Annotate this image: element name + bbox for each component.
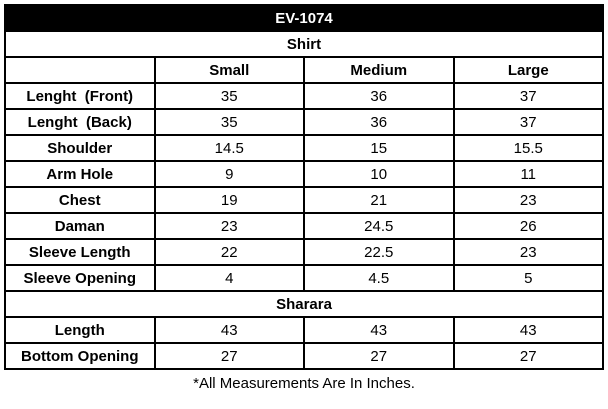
measurement-value: 35 [153,82,305,110]
section-header-row: Shirt [4,30,604,58]
measurement-value: 37 [452,82,604,110]
measurement-value: 36 [303,82,455,110]
measurement-row: Shoulder 14.5 15 15.5 [4,134,604,162]
measurement-label: Chest [4,186,156,214]
measurement-label: Shoulder [4,134,156,162]
measurement-value: 5 [452,264,604,292]
measurement-row: Bottom Opening 27 27 27 [4,342,604,370]
measurement-value: 27 [153,342,305,370]
section-header-row: Sharara [4,290,604,318]
measurement-value: 23 [452,238,604,266]
footnote: *All Measurements Are In Inches. [193,375,415,392]
title-row: EV-1074 [4,4,604,32]
measurement-value: 9 [153,160,305,188]
measurement-row: Daman 23 24.5 26 [4,212,604,240]
measurement-value: 37 [452,108,604,136]
measurement-value: 22 [153,238,305,266]
size-column-header: Medium [303,56,455,84]
measurement-value: 22.5 [303,238,455,266]
measurement-row: Lenght (Back) 35 36 37 [4,108,604,136]
measurement-value: 43 [153,316,305,344]
section-title: Shirt [4,30,604,58]
measurement-row: Length 43 43 43 [4,316,604,344]
measurement-value: 27 [303,342,455,370]
measurement-row: Sleeve Length 22 22.5 23 [4,238,604,266]
measurement-value: 35 [153,108,305,136]
measurement-label: Sleeve Opening [4,264,156,292]
measurement-row: Arm Hole 9 10 11 [4,160,604,188]
measurement-row: Lenght (Front) 35 36 37 [4,82,604,110]
measurement-row: Chest 19 21 23 [4,186,604,214]
product-code: EV-1074 [4,4,604,32]
measurement-label: Daman [4,212,156,240]
measurement-value: 15 [303,134,455,162]
measurement-value: 10 [303,160,455,188]
measurement-value: 27 [452,342,604,370]
measurement-value: 14.5 [153,134,305,162]
measurement-value: 43 [452,316,604,344]
size-column-header: Small [153,56,305,84]
size-chart-body: EV-1074 Shirt Small Medium Large Lenght (Fron… [4,4,604,370]
measurement-value: 15.5 [452,134,604,162]
measurement-label: Lenght (Front) [4,82,156,110]
measurement-label: Length [4,316,156,344]
section-title: Sharara [4,290,604,318]
size-chart-table: EV-1074 Shirt Small Medium Large Lenght (Fron… [4,4,604,370]
measurement-value: 24.5 [303,212,455,240]
measurement-value: 4.5 [303,264,455,292]
size-header-row: Small Medium Large [4,56,604,84]
measurement-value: 19 [153,186,305,214]
measurement-label: Lenght (Back) [4,108,156,136]
measurement-label: Sleeve Length [4,238,156,266]
measurement-value: 26 [452,212,604,240]
measurement-value: 4 [153,264,305,292]
measurement-value: 43 [303,316,455,344]
measurement-value: 36 [303,108,455,136]
blank-corner-cell [4,56,156,84]
measurement-value: 11 [452,160,604,188]
measurement-value: 21 [303,186,455,214]
size-column-header: Large [452,56,604,84]
measurement-value: 23 [153,212,305,240]
measurement-value: 23 [452,186,604,214]
measurement-label: Bottom Opening [4,342,156,370]
measurement-label: Arm Hole [4,160,156,188]
measurement-row: Sleeve Opening 4 4.5 5 [4,264,604,292]
